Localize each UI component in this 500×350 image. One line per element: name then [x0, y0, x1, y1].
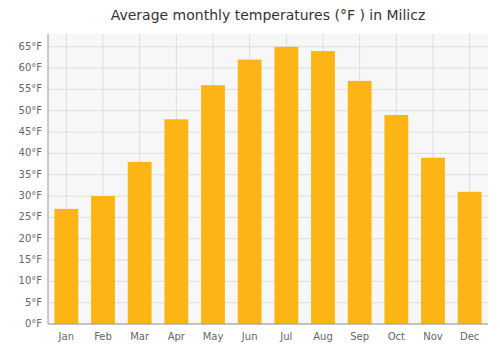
x-tick-label: Nov	[423, 331, 443, 342]
y-tick-label: 25°F	[19, 211, 43, 222]
x-tick-label: Mar	[130, 331, 150, 342]
bar	[54, 209, 78, 324]
y-grid-line	[48, 89, 488, 90]
x-tick-label: Oct	[388, 331, 405, 342]
y-tick-label: 5°F	[25, 297, 42, 308]
y-axis: 0°F 5°F 10°F 15°F 20°F 25°F 30°F 35°F 40°F 45°F 50…	[19, 41, 43, 329]
x-axis-line	[48, 324, 488, 325]
bar	[164, 119, 188, 324]
bars	[54, 47, 481, 324]
x-tick-label: Jul	[279, 331, 292, 342]
x-tick-label: Jun	[241, 331, 258, 342]
x-axis: Jan Feb Mar Apr May Jun Jul Aug Sep Oct Nov Dec	[58, 331, 480, 342]
y-tick-label: 40°F	[19, 147, 43, 158]
bar	[421, 158, 445, 324]
y-grid-line	[48, 324, 488, 325]
y-tick-label: 60°F	[19, 62, 43, 73]
y-tick-label: 65°F	[19, 41, 43, 52]
y-grid-line	[48, 110, 488, 111]
grid	[48, 34, 488, 324]
bar	[458, 192, 482, 324]
y-grid-line	[48, 46, 488, 47]
y-grid-line	[48, 132, 488, 133]
y-tick-label: 30°F	[19, 190, 43, 201]
bar	[384, 115, 408, 324]
y-tick-label: 10°F	[19, 275, 43, 286]
plot-background	[48, 34, 488, 324]
x-tick-label: Jan	[58, 331, 74, 342]
bar	[201, 85, 225, 324]
y-grid-line	[48, 68, 488, 69]
bar	[274, 47, 298, 324]
x-tick-label: Apr	[168, 331, 186, 342]
x-tick-label: Dec	[460, 331, 479, 342]
y-tick-label: 50°F	[19, 105, 43, 116]
y-axis-line	[48, 34, 49, 324]
y-tick-label: 55°F	[19, 83, 43, 94]
y-grid-line	[48, 153, 488, 154]
bar	[128, 162, 152, 324]
y-tick-label: 15°F	[19, 254, 43, 265]
x-tick-label: Sep	[350, 331, 369, 342]
y-tick-label: 45°F	[19, 126, 43, 137]
bar	[348, 81, 372, 324]
x-tick-label: Feb	[94, 331, 112, 342]
chart: 0°F 5°F 10°F 15°F 20°F 25°F 30°F 35°F 40°F 45°F 50…	[0, 0, 500, 350]
y-tick-label: 35°F	[19, 169, 43, 180]
bar	[238, 60, 262, 324]
bar	[311, 51, 335, 324]
bar	[91, 196, 115, 324]
x-tick-label: May	[203, 331, 224, 342]
title: Average monthly temperatures (°F ) in Mi…	[111, 7, 426, 23]
y-tick-label: 0°F	[25, 318, 42, 329]
x-tick-label: Aug	[313, 331, 333, 342]
y-tick-label: 20°F	[19, 233, 43, 244]
